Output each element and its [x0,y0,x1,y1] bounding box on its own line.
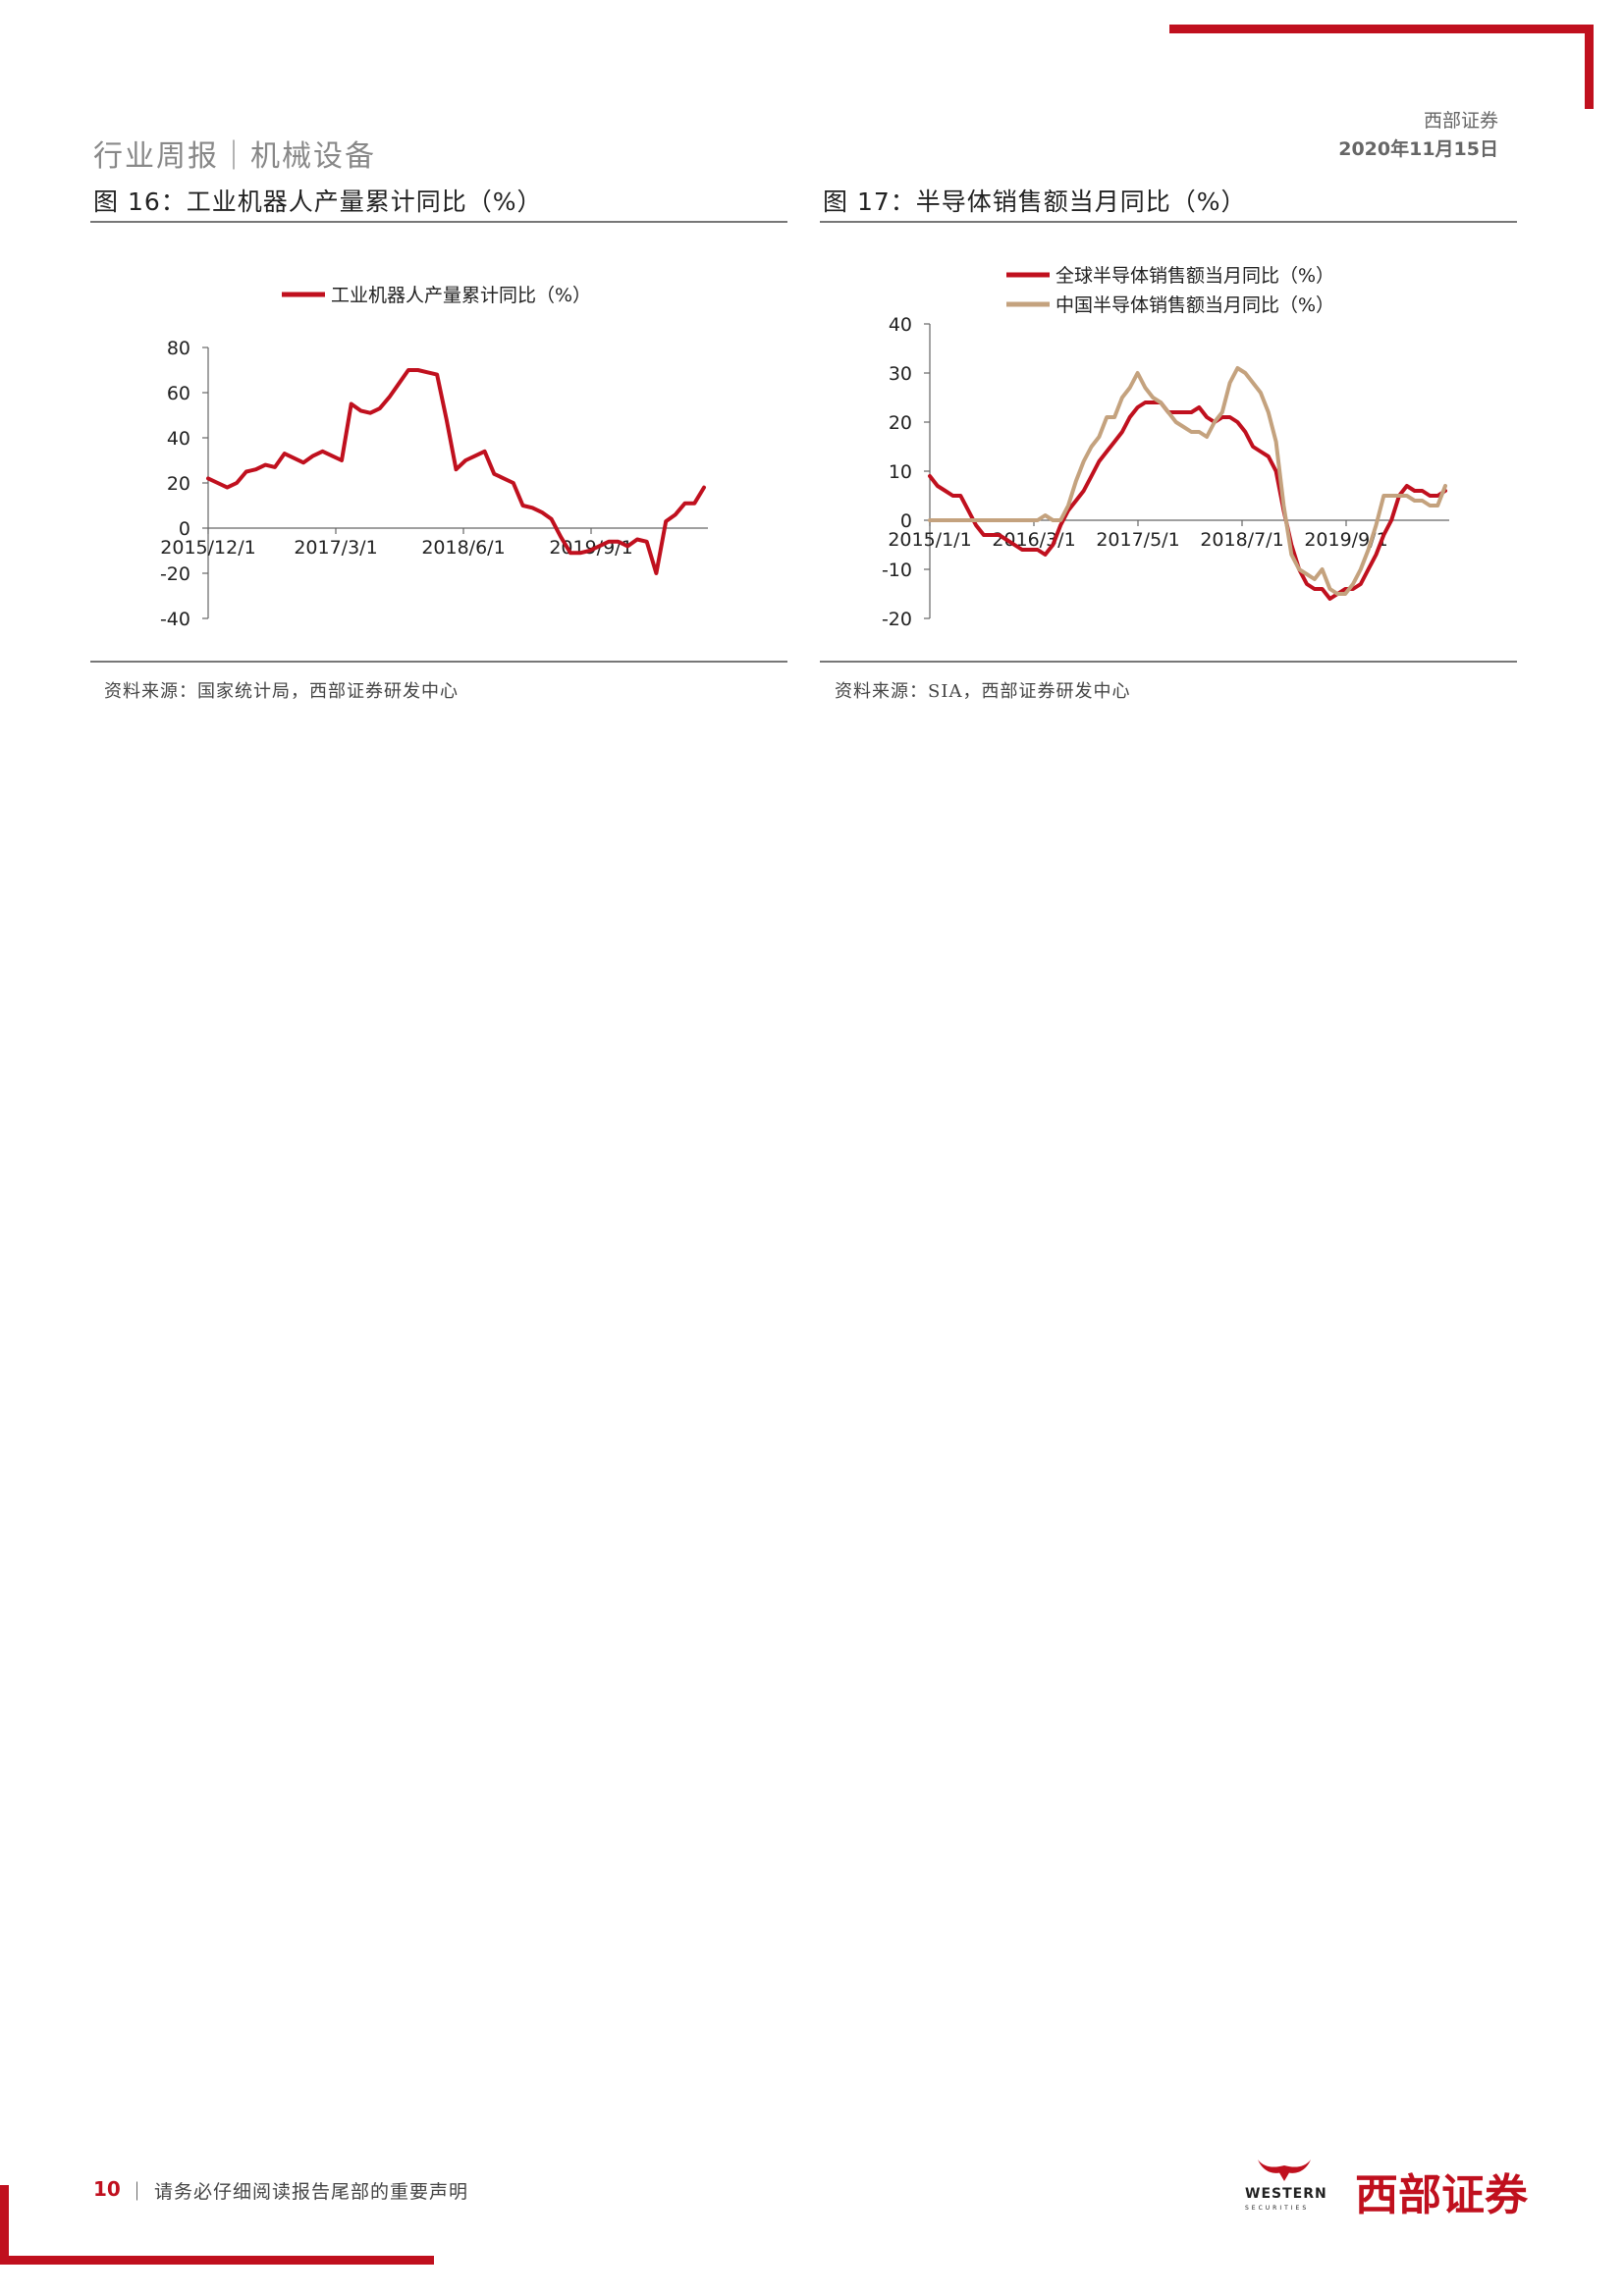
fig16-x-tick-label: 2017/3/1 [294,537,377,559]
figure-17-title: 图 17：半导体销售额当月同比（%） [823,187,1247,216]
report-date: 2020年11月15日 [1338,138,1498,160]
figure-16-bottom-rule [90,661,787,663]
fig17-y-tick-label: 30 [889,363,912,385]
fig17-y-tick-label: -20 [882,609,912,630]
fig17-series-line-2 [928,366,1447,596]
fig16-y-tick-label: 40 [167,428,190,450]
logo-english-name: WESTERN [1245,2186,1327,2202]
top-red-bar [1169,25,1594,33]
fig17-x-tick-label: 2018/7/1 [1200,529,1283,551]
figure-16-source: 资料来源：国家统计局，西部证券研发中心 [104,681,459,702]
fig17-y-tick-label: 0 [900,510,912,532]
figure-17-source: 资料来源：SIA，西部证券研发中心 [835,681,1131,702]
fig17-y-tick-label: 40 [889,314,912,336]
company-name: 西部证券 [1423,110,1498,132]
fig16-legend-label-1: 工业机器人产量累计同比（%） [331,285,591,306]
fig16-y-tick-label: 60 [167,383,190,404]
fig16-y-tick-label: 0 [179,518,190,540]
report-section-label: 行业周报｜机械设备 [93,139,376,174]
fig16-x-tick-label: 2015/12/1 [160,537,255,559]
fig16-y-tick-label: -20 [160,563,190,585]
fig16-y-tick-label: 20 [167,473,190,495]
logo-english-subname: SECURITIES [1245,2205,1310,2212]
fig16-y-tick-label: 80 [167,338,190,359]
fig17-x-tick-label: 2019/9/1 [1304,529,1387,551]
figure-17-top-rule [820,221,1517,223]
figure-16-chart: 80 60 40 20 0 -20 -40 2015/12/1 2017/3/1 2018/6/1… [160,285,708,630]
figure-16-top-rule [90,221,787,223]
figure-16-title: 图 16：工业机器人产量累计同比（%） [93,187,543,216]
fig17-x-tick-label: 2015/1/1 [888,529,971,551]
page-number: 10 [93,2177,121,2201]
fig17-y-tick-label: 10 [889,461,912,483]
fig17-x-tick-label: 2017/5/1 [1096,529,1179,551]
fig17-y-tick-label: -10 [882,560,912,581]
logo-chinese-name: 西部证券 [1355,2170,1528,2220]
fig16-series-line-1 [206,368,706,575]
fig17-y-tick-label: 20 [889,412,912,434]
figure-17-bottom-rule [820,661,1517,663]
fig16-y-tick-label: -40 [160,609,190,630]
fig17-legend-label-2: 中国半导体销售额当月同比（%） [1056,294,1334,316]
bull-logo-icon [1258,2160,1311,2181]
fig16-x-tick-label: 2018/6/1 [421,537,505,559]
fig17-series-line-1 [928,400,1447,601]
top-red-bar-vertical [1585,25,1594,109]
disclaimer-notice: ｜ 请务必仔细阅读报告尾部的重要声明 [128,2181,469,2203]
fig17-legend-label-1: 全球半导体销售额当月同比（%） [1056,265,1334,287]
bottom-red-bar-vertical [0,2185,9,2265]
bottom-red-bar [0,2256,434,2265]
